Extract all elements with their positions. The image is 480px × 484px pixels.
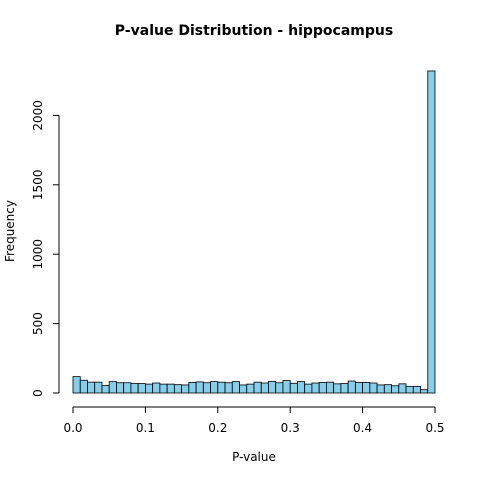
- histogram-bar: [325, 381, 335, 394]
- histogram-bar: [253, 381, 262, 394]
- histogram-bar: [340, 383, 349, 394]
- histogram-bar: [260, 382, 269, 394]
- histogram-bar: [188, 382, 197, 394]
- y-axis-label: Frequency: [3, 200, 17, 262]
- x-tick-label: 0.1: [136, 421, 155, 435]
- histogram-bar: [79, 379, 88, 394]
- x-tick-label: 0.0: [63, 421, 82, 435]
- y-tick-label: 2000: [31, 100, 45, 131]
- histogram-bar: [376, 384, 385, 394]
- histogram-bar: [94, 381, 103, 394]
- histogram-bar: [137, 383, 146, 394]
- histogram-bar: [354, 382, 363, 394]
- histogram-bar: [123, 382, 132, 394]
- y-tick-label: 0: [31, 389, 45, 397]
- histogram-bar: [362, 382, 371, 394]
- histogram-bar: [333, 383, 342, 394]
- bars-group: [72, 70, 436, 394]
- histogram-bar: [108, 381, 117, 394]
- histogram-bar: [152, 382, 161, 394]
- histogram-bar: [130, 383, 139, 394]
- histogram-bar: [275, 382, 284, 394]
- histogram-bar: [159, 383, 168, 394]
- x-tick-label: 0.3: [281, 421, 300, 435]
- histogram-bar: [246, 383, 255, 394]
- histogram-bar: [231, 381, 240, 394]
- histogram-bar: [420, 389, 429, 394]
- histogram-bar: [427, 70, 436, 394]
- histogram-bar: [181, 384, 190, 394]
- x-tick-label: 0.4: [353, 421, 372, 435]
- histogram-bar: [398, 383, 407, 394]
- histogram-bar: [391, 385, 400, 394]
- histogram-bar: [87, 381, 96, 394]
- histogram-bar: [239, 384, 248, 394]
- histogram-bar: [210, 381, 219, 394]
- histogram-bar: [166, 383, 175, 394]
- x-tick-label: 0.2: [208, 421, 227, 435]
- histogram-bar: [268, 380, 277, 394]
- histogram-bar: [318, 382, 327, 394]
- histogram-bar: [202, 382, 211, 394]
- histogram-bar: [101, 385, 110, 394]
- y-tick-label: 1000: [31, 239, 45, 270]
- histogram-bar: [144, 383, 154, 394]
- histogram-bar: [412, 385, 421, 394]
- x-axis-label: P-value: [232, 450, 276, 464]
- histogram-bar: [195, 381, 204, 394]
- histogram-bar: [297, 381, 306, 394]
- histogram-bar: [304, 383, 313, 394]
- x-axis: 0.0 0.1 0.2 0.3 0.4 0.5: [63, 406, 445, 435]
- histogram-bar: [347, 380, 356, 394]
- histogram-bar: [282, 380, 291, 394]
- y-axis: 0 500 1000 1500 2000: [31, 100, 60, 397]
- y-tick-label: 500: [31, 312, 45, 335]
- y-tick-label: 1500: [31, 170, 45, 201]
- histogram-bar: [383, 384, 392, 394]
- chart-title: P-value Distribution - hippocampus: [115, 23, 393, 39]
- histogram-bar: [405, 385, 414, 394]
- x-tick-label: 0.5: [425, 421, 444, 435]
- histogram-bar: [369, 382, 378, 394]
- histogram-bar: [173, 384, 183, 394]
- histogram-bar: [311, 382, 320, 394]
- histogram-bar: [289, 382, 298, 394]
- histogram-bar: [116, 382, 125, 394]
- histogram-bar: [72, 376, 81, 394]
- histogram-bar: [224, 382, 233, 394]
- histogram-bar: [217, 381, 226, 394]
